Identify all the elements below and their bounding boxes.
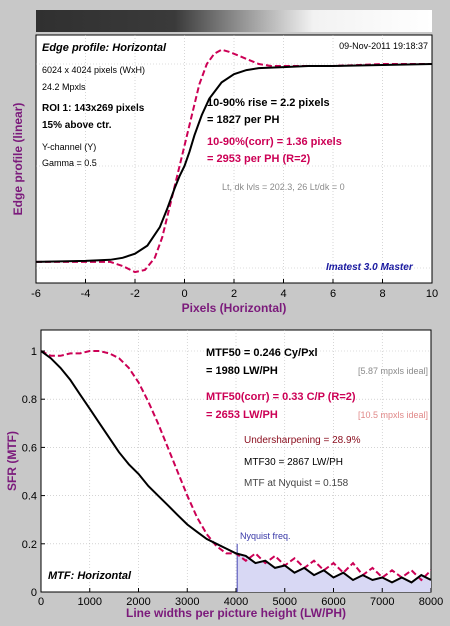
mtf-x-tick-label: 4000 <box>224 596 248 608</box>
edge-x-tick-label: 10 <box>426 288 438 300</box>
edge-x-ticks: -6 -4 -2 0 2 4 6 8 10 <box>31 279 438 300</box>
mtf-x-tick-label: 7000 <box>370 596 394 608</box>
edge-x-tick-label: -2 <box>130 288 140 300</box>
mtf30: MTF30 = 2867 LW/PH <box>244 457 343 468</box>
mtf-ylabel: SFR (MTF) <box>5 431 19 491</box>
mtf-x-tick-label: 6000 <box>321 596 345 608</box>
mtf-ideal-1: [5.87 mpxls ideal] <box>358 366 428 376</box>
edge-roi: ROI 1: 143x269 pixels <box>42 103 145 114</box>
undersharpening: Undersharpening = 28.9% <box>244 435 361 446</box>
mtf-xlabel: Line widths per picture height (LW/PH) <box>126 606 346 620</box>
edge-ylabel: Edge profile (linear) <box>11 103 25 216</box>
edge-size: 6024 x 4024 pixels (WxH) <box>42 65 145 75</box>
edge-x-tick-label: 4 <box>280 288 286 300</box>
nyquist-shaded-region <box>237 553 431 592</box>
mtf-y-tick-label: 1 <box>31 346 37 358</box>
edge-gamma: Gamma = 0.5 <box>42 158 97 168</box>
mtf-x-tick-label: 3000 <box>175 596 199 608</box>
brightness-bar <box>36 10 432 32</box>
mtf-x-tick-label: 1000 <box>78 596 102 608</box>
edge-per-ph-corr: = 2953 per PH (R=2) <box>207 153 311 165</box>
mtf50: MTF50 = 0.246 Cy/Pxl <box>206 347 318 359</box>
edge-per-ph: = 1827 per PH <box>207 114 280 126</box>
edge-mpxls: 24.2 Mpxls <box>42 82 86 92</box>
mtf-y-tick-label: 0.8 <box>22 394 37 406</box>
mtf-at-nyquist: MTF at Nyquist = 0.158 <box>244 478 349 489</box>
edge-x-tick-label: 8 <box>379 288 385 300</box>
mtf-y-tick-label: 0.6 <box>22 442 37 454</box>
mtf-y-tick-label: 0.2 <box>22 539 37 551</box>
edge-brand: Imatest 3.0 Master <box>326 262 414 273</box>
edge-x-tick-label: 6 <box>330 288 336 300</box>
edge-channel: Y-channel (Y) <box>42 142 96 152</box>
edge-grid <box>36 35 432 283</box>
mtf-ideal-2: [10.5 mpxls ideal] <box>358 410 428 420</box>
mtf-x-tick-label: 0 <box>38 596 44 608</box>
mtf-x-tick-label: 8000 <box>419 596 443 608</box>
mtf-plot-area <box>40 329 432 593</box>
mtf-x-tick-label: 5000 <box>273 596 297 608</box>
mtf-grid <box>41 330 431 592</box>
mtf-title: MTF: Horizontal <box>48 570 132 582</box>
mtf-y-tick-label: 0.4 <box>22 491 37 503</box>
mtf-y-tick-label: 0 <box>31 587 37 599</box>
mtf50-corr-lw: = 2653 LW/PH <box>206 409 278 421</box>
edge-levels: Lt, dk lvls = 202.3, 26 Lt/dk = 0 <box>222 182 345 192</box>
edge-x-tick-label: -4 <box>81 288 91 300</box>
mtf-ticks: 0 1000 2000 3000 4000 5000 6000 7000 8000 0 0.2 0.4… <box>22 346 444 608</box>
mtf50-corr: MTF50(corr) = 0.33 C/P (R=2) <box>206 391 356 403</box>
mtf50-lw: = 1980 LW/PH <box>206 365 278 377</box>
edge-x-tick-label: 2 <box>231 288 237 300</box>
edge-corrected-line <box>36 48 432 274</box>
nyquist-label: Nyquist freq. <box>240 531 291 541</box>
edge-title: Edge profile: Horizontal <box>42 42 167 54</box>
edge-profile-line <box>36 63 432 263</box>
mtf-x-tick-label: 2000 <box>126 596 150 608</box>
edge-rise-corr: 10-90%(corr) = 1.36 pixels <box>207 136 342 148</box>
edge-roi-pos: 15% above ctr. <box>42 120 112 131</box>
edge-x-tick-label: 0 <box>181 288 187 300</box>
edge-xlabel: Pixels (Horizontal) <box>182 301 287 315</box>
edge-x-tick-label: -6 <box>31 288 41 300</box>
mtf-line <box>41 350 431 584</box>
edge-date: 09-Nov-2011 19:18:37 <box>339 41 428 51</box>
edge-rise: 10-90% rise = 2.2 pixels <box>207 97 330 109</box>
